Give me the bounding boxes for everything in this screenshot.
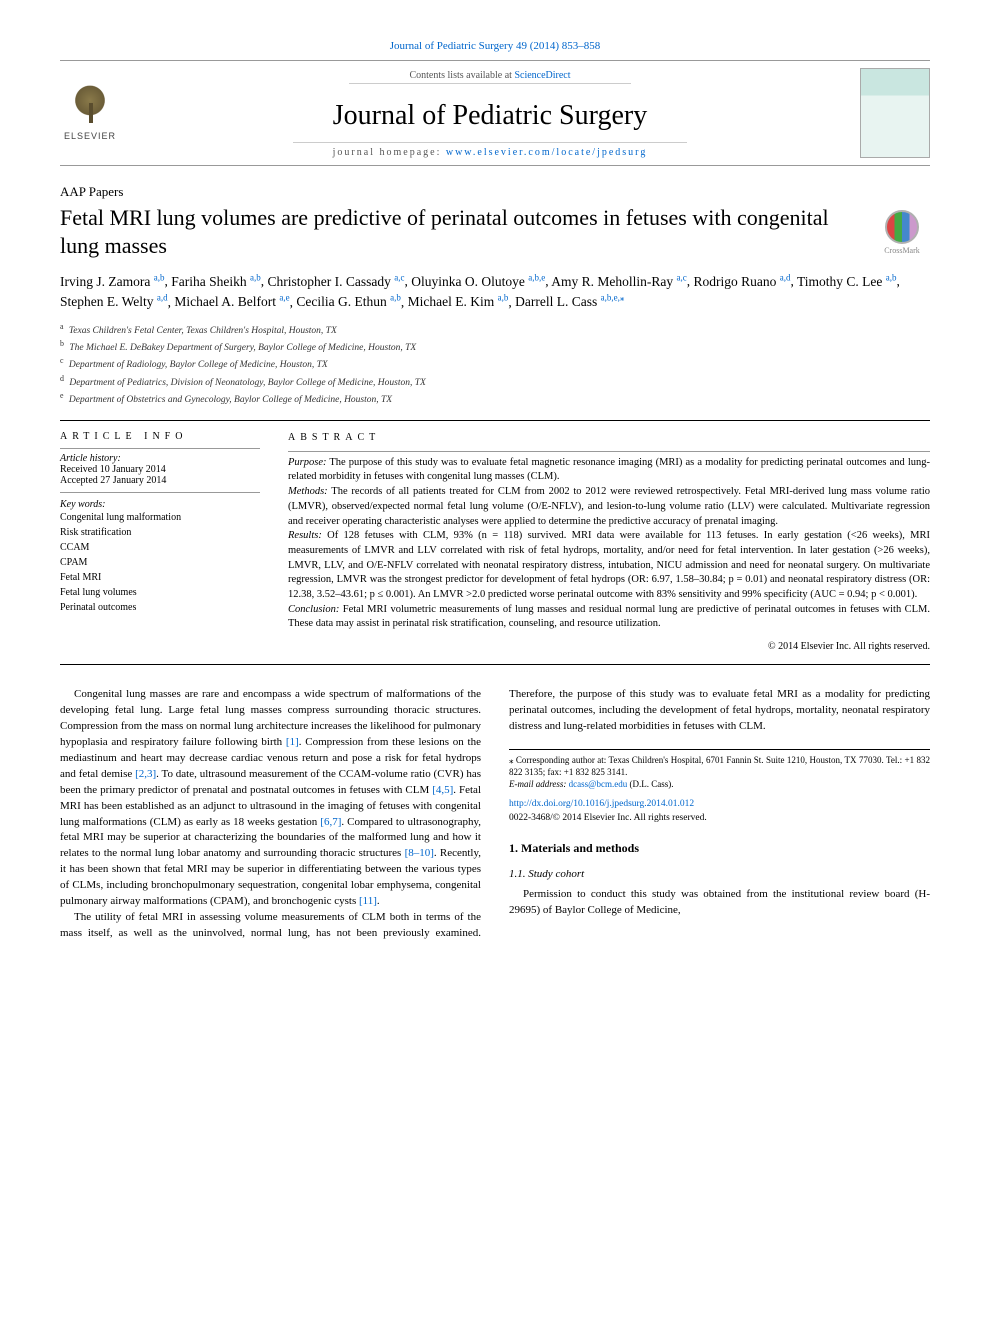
affil-ref[interactable]: a,c — [676, 272, 686, 282]
keywords-label: Key words: — [60, 499, 260, 510]
ref-1[interactable]: [1] — [286, 736, 299, 748]
body-text: Congenital lung masses are rare and enco… — [60, 687, 930, 942]
corresponding-star[interactable]: ⁎ — [620, 293, 625, 303]
body-p1g: . — [377, 895, 380, 907]
affil-ref[interactable]: a,b,e — [528, 272, 545, 282]
affiliation: a Texas Children's Fetal Center, Texas C… — [60, 321, 930, 338]
contents-pre: Contents lists available at — [409, 70, 514, 81]
author: Fariha Sheikh a,b — [171, 274, 261, 289]
author: Michael E. Kim a,b — [408, 294, 509, 309]
homepage-link[interactable]: www.elsevier.com/locate/jpedsurg — [446, 147, 647, 158]
author: Darrell L. Cass a,b,e,⁎ — [515, 294, 624, 309]
email-label: E-mail address: — [509, 779, 569, 789]
ref-11[interactable]: [11] — [359, 895, 377, 907]
affiliation: e Department of Obstetrics and Gynecolog… — [60, 390, 930, 407]
author-list: Irving J. Zamora a,b, Fariha Sheikh a,b,… — [60, 271, 930, 313]
article-type: AAP Papers — [60, 184, 930, 200]
elsevier-label: ELSEVIER — [64, 131, 116, 141]
section-1-1-heading: 1.1. Study cohort — [509, 867, 930, 883]
affil-ref[interactable]: a,d — [157, 293, 168, 303]
article-info-heading: ARTICLE INFO — [60, 431, 260, 442]
author: Rodrigo Ruano a,d — [693, 274, 790, 289]
keywords-list: Congenital lung malformationRisk stratif… — [60, 510, 260, 615]
author: Timothy C. Lee a,b — [797, 274, 897, 289]
issn-copyright: 0022-3468/© 2014 Elsevier Inc. All right… — [509, 813, 707, 823]
crossmark-badge[interactable]: CrossMark — [874, 204, 930, 260]
affil-ref[interactable]: a,b — [154, 272, 165, 282]
contents-available: Contents lists available at ScienceDirec… — [349, 68, 630, 84]
author: Amy R. Mehollin-Ray a,c — [551, 274, 687, 289]
sciencedirect-link[interactable]: ScienceDirect — [514, 70, 570, 81]
ref-4-5[interactable]: [4,5] — [432, 784, 453, 796]
history-label: Article history: — [60, 453, 260, 464]
purpose-label: Purpose: — [288, 457, 327, 468]
copyright: © 2014 Elsevier Inc. All rights reserved… — [288, 640, 930, 654]
corresponding-footnote: ⁎ Corresponding author at: Texas Childre… — [509, 749, 930, 790]
conclusion-text: Fetal MRI volumetric measurements of lun… — [288, 604, 930, 630]
affiliation: d Department of Pediatrics, Division of … — [60, 373, 930, 390]
article-info: ARTICLE INFO Article history: Received 1… — [60, 431, 260, 654]
abstract: ABSTRACT Purpose: The purpose of this st… — [288, 431, 930, 654]
affiliation: c Department of Radiology, Baylor Colleg… — [60, 355, 930, 372]
article-title: Fetal MRI lung volumes are predictive of… — [60, 204, 830, 259]
corresponding-author: ⁎ Corresponding author at: Texas Childre… — [509, 754, 930, 778]
keyword: CPAM — [60, 555, 260, 570]
keyword: Perinatal outcomes — [60, 600, 260, 615]
crossmark-icon — [885, 210, 919, 244]
journal-name: Journal of Pediatric Surgery — [120, 100, 860, 132]
journal-header: ELSEVIER Contents lists available at Sci… — [60, 60, 930, 166]
journal-cover-thumb — [860, 68, 930, 158]
affil-ref[interactable]: a,d — [780, 272, 791, 282]
affiliation: b The Michael E. DeBakey Department of S… — [60, 338, 930, 355]
author: Stephen E. Welty a,d — [60, 294, 168, 309]
ref-2-3[interactable]: [2,3] — [135, 768, 156, 780]
methods-label: Methods: — [288, 486, 328, 497]
results-label: Results: — [288, 530, 322, 541]
author: Cecilia G. Ethun a,b — [296, 294, 400, 309]
divider — [288, 451, 930, 452]
keyword: Risk stratification — [60, 525, 260, 540]
email-suffix: (D.L. Cass). — [627, 779, 673, 789]
body-p3: Permission to conduct this study was obt… — [509, 887, 930, 919]
elsevier-tree-icon — [68, 85, 112, 129]
keyword: Congenital lung malformation — [60, 510, 260, 525]
ref-6-7[interactable]: [6,7] — [320, 816, 341, 828]
divider — [60, 420, 930, 421]
keyword: Fetal MRI — [60, 570, 260, 585]
affil-ref[interactable]: a,b — [250, 272, 261, 282]
author: Oluyinka O. Olutoye a,b,e — [411, 274, 545, 289]
crossmark-label: CrossMark — [884, 246, 920, 255]
purpose-text: The purpose of this study was to evaluat… — [288, 457, 930, 483]
keyword: CCAM — [60, 540, 260, 555]
divider — [60, 664, 930, 665]
journal-homepage: journal homepage: www.elsevier.com/locat… — [293, 142, 688, 158]
citation-line: Journal of Pediatric Surgery 49 (2014) 8… — [60, 40, 930, 52]
affil-ref[interactable]: a,b — [390, 293, 401, 303]
results-text: Of 128 fetuses with CLM, 93% (n = 118) s… — [288, 530, 930, 600]
elsevier-logo: ELSEVIER — [60, 78, 120, 148]
section-1-heading: 1. Materials and methods — [509, 840, 930, 857]
author: Irving J. Zamora a,b — [60, 274, 164, 289]
citation-link[interactable]: Journal of Pediatric Surgery 49 (2014) 8… — [390, 40, 601, 52]
accepted-date: Accepted 27 January 2014 — [60, 475, 260, 486]
affil-ref[interactable]: a,c — [394, 272, 404, 282]
affil-ref[interactable]: a,b,e, — [601, 293, 620, 303]
methods-text: The records of all patients treated for … — [288, 486, 930, 526]
conclusion-label: Conclusion: — [288, 604, 339, 615]
abstract-heading: ABSTRACT — [288, 431, 930, 445]
received-date: Received 10 January 2014 — [60, 464, 260, 475]
author: Michael A. Belfort a,e — [174, 294, 289, 309]
affil-ref[interactable]: a,b — [498, 293, 509, 303]
affiliation-list: a Texas Children's Fetal Center, Texas C… — [60, 321, 930, 408]
doi-block: http://dx.doi.org/10.1016/j.jpedsurg.201… — [509, 798, 930, 826]
ref-8-10[interactable]: [8–10] — [405, 847, 434, 859]
doi-link[interactable]: http://dx.doi.org/10.1016/j.jpedsurg.201… — [509, 799, 694, 809]
affil-ref[interactable]: a,b — [886, 272, 897, 282]
author: Christopher I. Cassady a,c — [267, 274, 404, 289]
divider — [60, 448, 260, 449]
homepage-pre: journal homepage: — [333, 147, 446, 158]
email-link[interactable]: dcass@bcm.edu — [569, 779, 628, 789]
affil-ref[interactable]: a,e — [279, 293, 289, 303]
keyword: Fetal lung volumes — [60, 585, 260, 600]
